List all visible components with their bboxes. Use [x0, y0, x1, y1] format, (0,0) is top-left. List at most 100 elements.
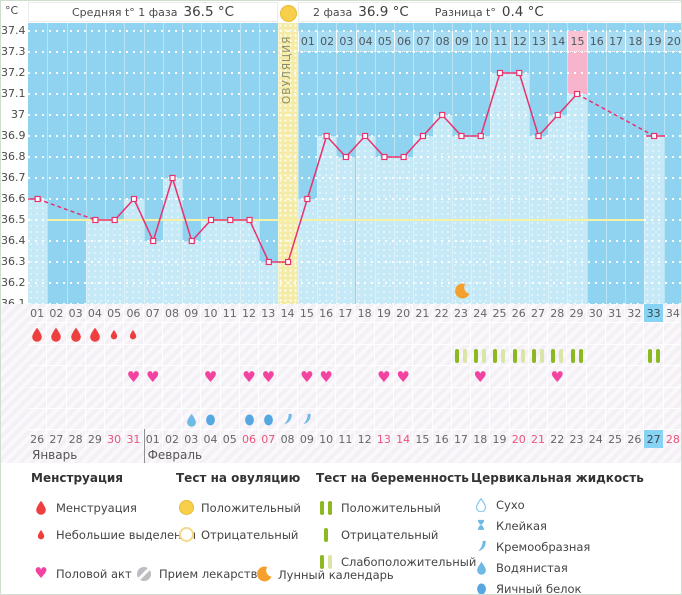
cycle-day-number[interactable]: 12	[240, 304, 260, 322]
day-cell	[124, 409, 144, 430]
day-cell	[529, 388, 549, 409]
cycle-day-number[interactable]: 10	[201, 304, 221, 322]
cycle-day-number[interactable]: 14	[278, 304, 298, 322]
day-cell	[163, 345, 183, 366]
menstruation-icon	[89, 327, 101, 342]
cycle-day-number[interactable]: 30	[587, 304, 606, 322]
cycle-day-number[interactable]: 06	[124, 304, 144, 322]
cycle-day-number[interactable]: 19	[375, 304, 394, 322]
day-cell: 30	[105, 430, 125, 448]
day-cell	[86, 323, 106, 345]
cycle-day-number[interactable]: 25	[490, 304, 510, 322]
day-column[interactable]	[297, 199, 317, 304]
cycle-day-number[interactable]: 20	[394, 304, 414, 322]
day-cell	[433, 409, 452, 430]
pregnancy-test-positive-icon	[647, 348, 660, 363]
phase1-label: Средняя t° 1 фаза	[71, 5, 178, 19]
phase2-label: 2 фаза	[313, 5, 353, 19]
day-cell	[67, 345, 86, 366]
cycle-day-number[interactable]: 18	[356, 304, 375, 322]
menstruation-row	[28, 322, 681, 345]
day-column[interactable]	[28, 199, 48, 304]
cycle-day-number[interactable]: 28	[548, 304, 568, 322]
cycle-day-number[interactable]: 15	[298, 304, 317, 322]
cycle-day-number[interactable]: 34	[664, 304, 681, 322]
cycle-day-number[interactable]: 07	[144, 304, 163, 322]
cycle-day-number[interactable]: 13	[259, 304, 279, 322]
cycle-day-number[interactable]: 08	[163, 304, 183, 322]
calendar-date-label: 21	[531, 432, 545, 446]
cycle-day-number[interactable]: 27	[529, 304, 549, 322]
day-cell	[201, 409, 221, 430]
cycle-day-axis: 01 02 03 04 05 06 07 08 09 10 11 12 13 14 15 16 17 18 19 20…	[28, 304, 681, 322]
cycle-day-number[interactable]: 16	[317, 304, 337, 322]
cycle-day-number[interactable]: 17	[336, 304, 356, 322]
legend-item: Яичный белок	[471, 578, 644, 594]
column-separator	[278, 23, 280, 304]
day-cell	[356, 388, 375, 409]
day-column[interactable]	[509, 73, 529, 304]
day-cell	[625, 409, 645, 430]
cycle-day-number[interactable]: 31	[606, 304, 626, 322]
day-column[interactable]	[374, 157, 394, 304]
legend-footer-item: ♥ Половой акт	[31, 566, 131, 581]
cycle-day-number[interactable]: 03	[67, 304, 86, 322]
column-separator	[413, 23, 415, 304]
day-column[interactable]	[394, 157, 414, 304]
day-cell	[47, 409, 67, 430]
day-cell: 11	[336, 430, 356, 448]
day-column[interactable]	[548, 115, 568, 304]
day-column[interactable]	[182, 241, 202, 304]
cycle-day-number-label: 20	[396, 306, 411, 320]
cycle-day-number[interactable]: 21	[413, 304, 433, 322]
day-column[interactable]	[336, 157, 356, 304]
calendar-date-label: 06	[242, 432, 257, 446]
cycle-day-number[interactable]: 32	[625, 304, 645, 322]
ovulation-test-positive-icon	[178, 500, 194, 515]
cycle-day-number-label: 08	[164, 306, 179, 320]
legend-item: Положительный	[176, 494, 301, 521]
day-cell	[278, 409, 298, 430]
cycle-day-number[interactable]: 09	[182, 304, 202, 322]
cycle-day-number[interactable]: 04	[86, 304, 106, 322]
cycle-day-number[interactable]: 23	[452, 304, 472, 322]
fluid-eggwhite-icon	[244, 413, 255, 427]
fluid-sticky-icon	[475, 519, 487, 532]
day-cell	[413, 345, 433, 366]
menstruation-icon	[31, 327, 43, 342]
column-separator	[605, 23, 607, 304]
cycle-day-number-label: 04	[87, 306, 102, 320]
test-bar	[493, 348, 498, 363]
cycle-day-number[interactable]: 24	[471, 304, 491, 322]
day-cell	[471, 409, 491, 430]
cycle-day-number[interactable]: 11	[221, 304, 240, 322]
day-column[interactable]	[490, 73, 510, 304]
day-column[interactable]	[432, 115, 452, 304]
cycle-day-number[interactable]: 33	[644, 304, 664, 322]
day-cell: 23	[567, 430, 587, 448]
cycle-day-number[interactable]: 02	[47, 304, 67, 322]
cycle-day-number[interactable]: 05	[105, 304, 125, 322]
day-cell	[452, 388, 472, 409]
legend-group-title: Тест на беременность	[316, 471, 469, 485]
day-cell	[336, 388, 356, 409]
cycle-day-number[interactable]: 22	[433, 304, 452, 322]
test-bar	[454, 348, 459, 363]
day-column[interactable]	[143, 241, 163, 304]
day-cell	[664, 345, 681, 366]
legend-item-icon-wrap	[316, 554, 336, 569]
cycle-day-number-label: 12	[242, 306, 257, 320]
cycle-day-number[interactable]: 29	[567, 304, 587, 322]
day-cell	[86, 388, 106, 409]
day-column[interactable]	[124, 199, 144, 304]
y-tick-label: 36.3	[1, 255, 26, 268]
cycle-day-number[interactable]: 26	[510, 304, 529, 322]
cycle-day-number[interactable]: 01	[28, 304, 48, 322]
day-cell	[182, 323, 202, 345]
cycle-day-number-label: 27	[531, 306, 545, 320]
cycle-day-number-label: 32	[627, 306, 642, 320]
legend-item-icon-wrap	[471, 540, 491, 553]
day-cell	[433, 323, 452, 345]
day-cell: ♥	[375, 366, 394, 388]
